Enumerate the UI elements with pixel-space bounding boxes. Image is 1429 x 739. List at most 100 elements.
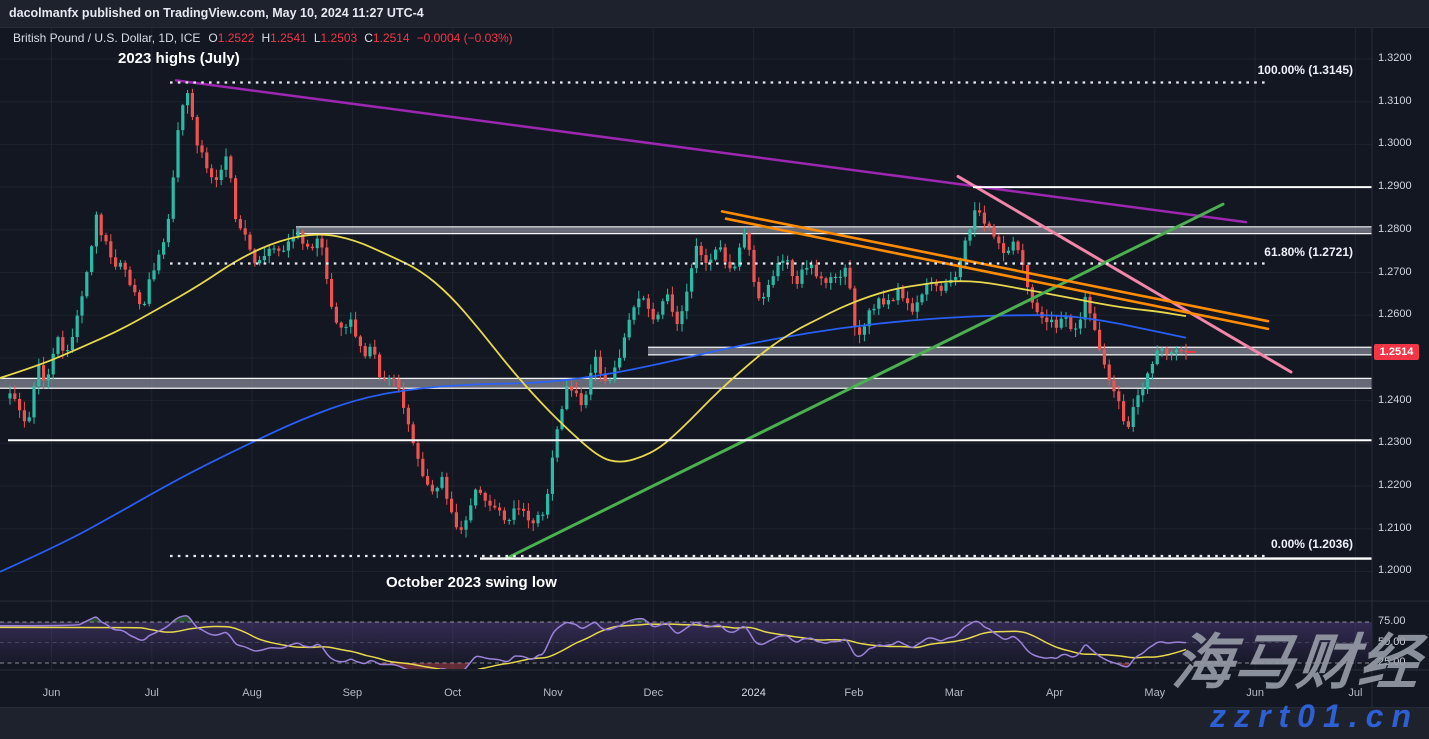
candle xyxy=(680,311,684,325)
candle xyxy=(109,241,113,258)
annotation-october-low[interactable]: October 2023 swing low xyxy=(386,574,557,591)
candle xyxy=(507,520,511,522)
candle xyxy=(70,337,74,351)
candle xyxy=(685,291,689,312)
candle xyxy=(939,285,943,291)
candle xyxy=(944,283,948,291)
candle xyxy=(522,508,526,511)
candle xyxy=(123,262,127,270)
support-zone-1.2440[interactable] xyxy=(0,378,1372,389)
candle xyxy=(738,247,742,267)
candle xyxy=(762,297,766,299)
candle xyxy=(733,266,737,269)
candle xyxy=(757,281,761,299)
ohlc-close: C1.2514 xyxy=(364,31,410,45)
time-axis-label: Dec xyxy=(643,687,664,699)
candle xyxy=(1011,241,1015,251)
candle xyxy=(493,505,497,508)
candle xyxy=(1136,395,1140,407)
trendline-from-2023-high[interactable] xyxy=(174,79,1248,224)
candle xyxy=(1083,296,1087,320)
candle xyxy=(781,260,785,263)
trendline-orange-lower[interactable] xyxy=(724,217,1270,331)
candle xyxy=(210,168,214,178)
candlesticks xyxy=(8,88,1188,538)
price-axis-label: 1.2300 xyxy=(1378,436,1412,449)
candle xyxy=(858,327,862,335)
rsi-axis-label: 75.00 xyxy=(1378,615,1406,627)
candle xyxy=(896,288,900,301)
candle xyxy=(541,514,545,516)
candle xyxy=(728,261,732,269)
candle xyxy=(910,303,914,312)
rsi-line xyxy=(0,615,1187,669)
candle xyxy=(238,219,242,229)
time-axis-label: Nov xyxy=(543,687,563,699)
candle xyxy=(56,337,60,354)
candle xyxy=(882,298,886,305)
candle xyxy=(253,249,257,264)
trendline-from-march-high[interactable] xyxy=(956,174,1293,374)
candle xyxy=(502,510,506,521)
candle xyxy=(920,294,924,303)
time-axis-label: Aug xyxy=(242,687,262,699)
candle xyxy=(694,245,698,269)
candle xyxy=(334,306,338,323)
candle xyxy=(1050,319,1054,323)
candle xyxy=(1054,319,1058,328)
candle xyxy=(200,145,204,153)
candle xyxy=(1045,317,1049,323)
candle xyxy=(1146,373,1150,390)
candle xyxy=(637,298,641,308)
time-axis-label: Jul xyxy=(1348,687,1363,699)
candle xyxy=(992,226,996,237)
price-axis-label: 1.2700 xyxy=(1378,265,1412,278)
candle xyxy=(642,298,646,300)
candle xyxy=(344,326,348,328)
candle xyxy=(339,322,343,328)
candle xyxy=(128,269,132,286)
candle xyxy=(877,298,881,309)
candle xyxy=(330,279,334,307)
pivot-zone-1.2515[interactable] xyxy=(648,347,1372,355)
symbol-legend[interactable]: British Pound / U.S. Dollar, 1D, ICE O1.2… xyxy=(13,31,513,45)
candle xyxy=(1035,302,1039,313)
candle xyxy=(546,493,550,515)
moving-average-fast xyxy=(0,233,1187,463)
candle xyxy=(968,229,972,241)
candle xyxy=(310,246,314,249)
candle xyxy=(277,248,281,251)
candle xyxy=(934,281,938,286)
candle xyxy=(901,288,905,299)
resistance-zone-1.28[interactable] xyxy=(296,226,1372,234)
trendline-from-october-low[interactable] xyxy=(504,202,1225,561)
candle xyxy=(954,277,958,280)
candle xyxy=(262,256,266,261)
candle xyxy=(848,267,852,289)
candle xyxy=(272,248,276,250)
candle xyxy=(224,156,228,170)
trendline-orange-upper[interactable] xyxy=(720,210,1270,323)
candle xyxy=(421,458,425,477)
candle xyxy=(378,354,382,378)
candle xyxy=(622,337,626,358)
candle xyxy=(22,410,26,422)
candle xyxy=(675,311,679,324)
candle xyxy=(886,300,890,305)
candle xyxy=(1122,401,1126,422)
annotation-2023-highs[interactable]: 2023 highs (July) xyxy=(118,50,240,67)
candle xyxy=(1131,407,1135,427)
candle xyxy=(555,429,559,458)
candle xyxy=(608,379,612,381)
candle xyxy=(531,520,535,524)
candle xyxy=(718,247,722,250)
fib-level-label: 0.00% (1.2036) xyxy=(1270,537,1353,552)
candle xyxy=(704,255,708,263)
candle xyxy=(440,476,444,488)
candle xyxy=(27,417,31,422)
candle xyxy=(488,500,492,506)
candle xyxy=(646,298,650,309)
candle xyxy=(474,489,478,506)
